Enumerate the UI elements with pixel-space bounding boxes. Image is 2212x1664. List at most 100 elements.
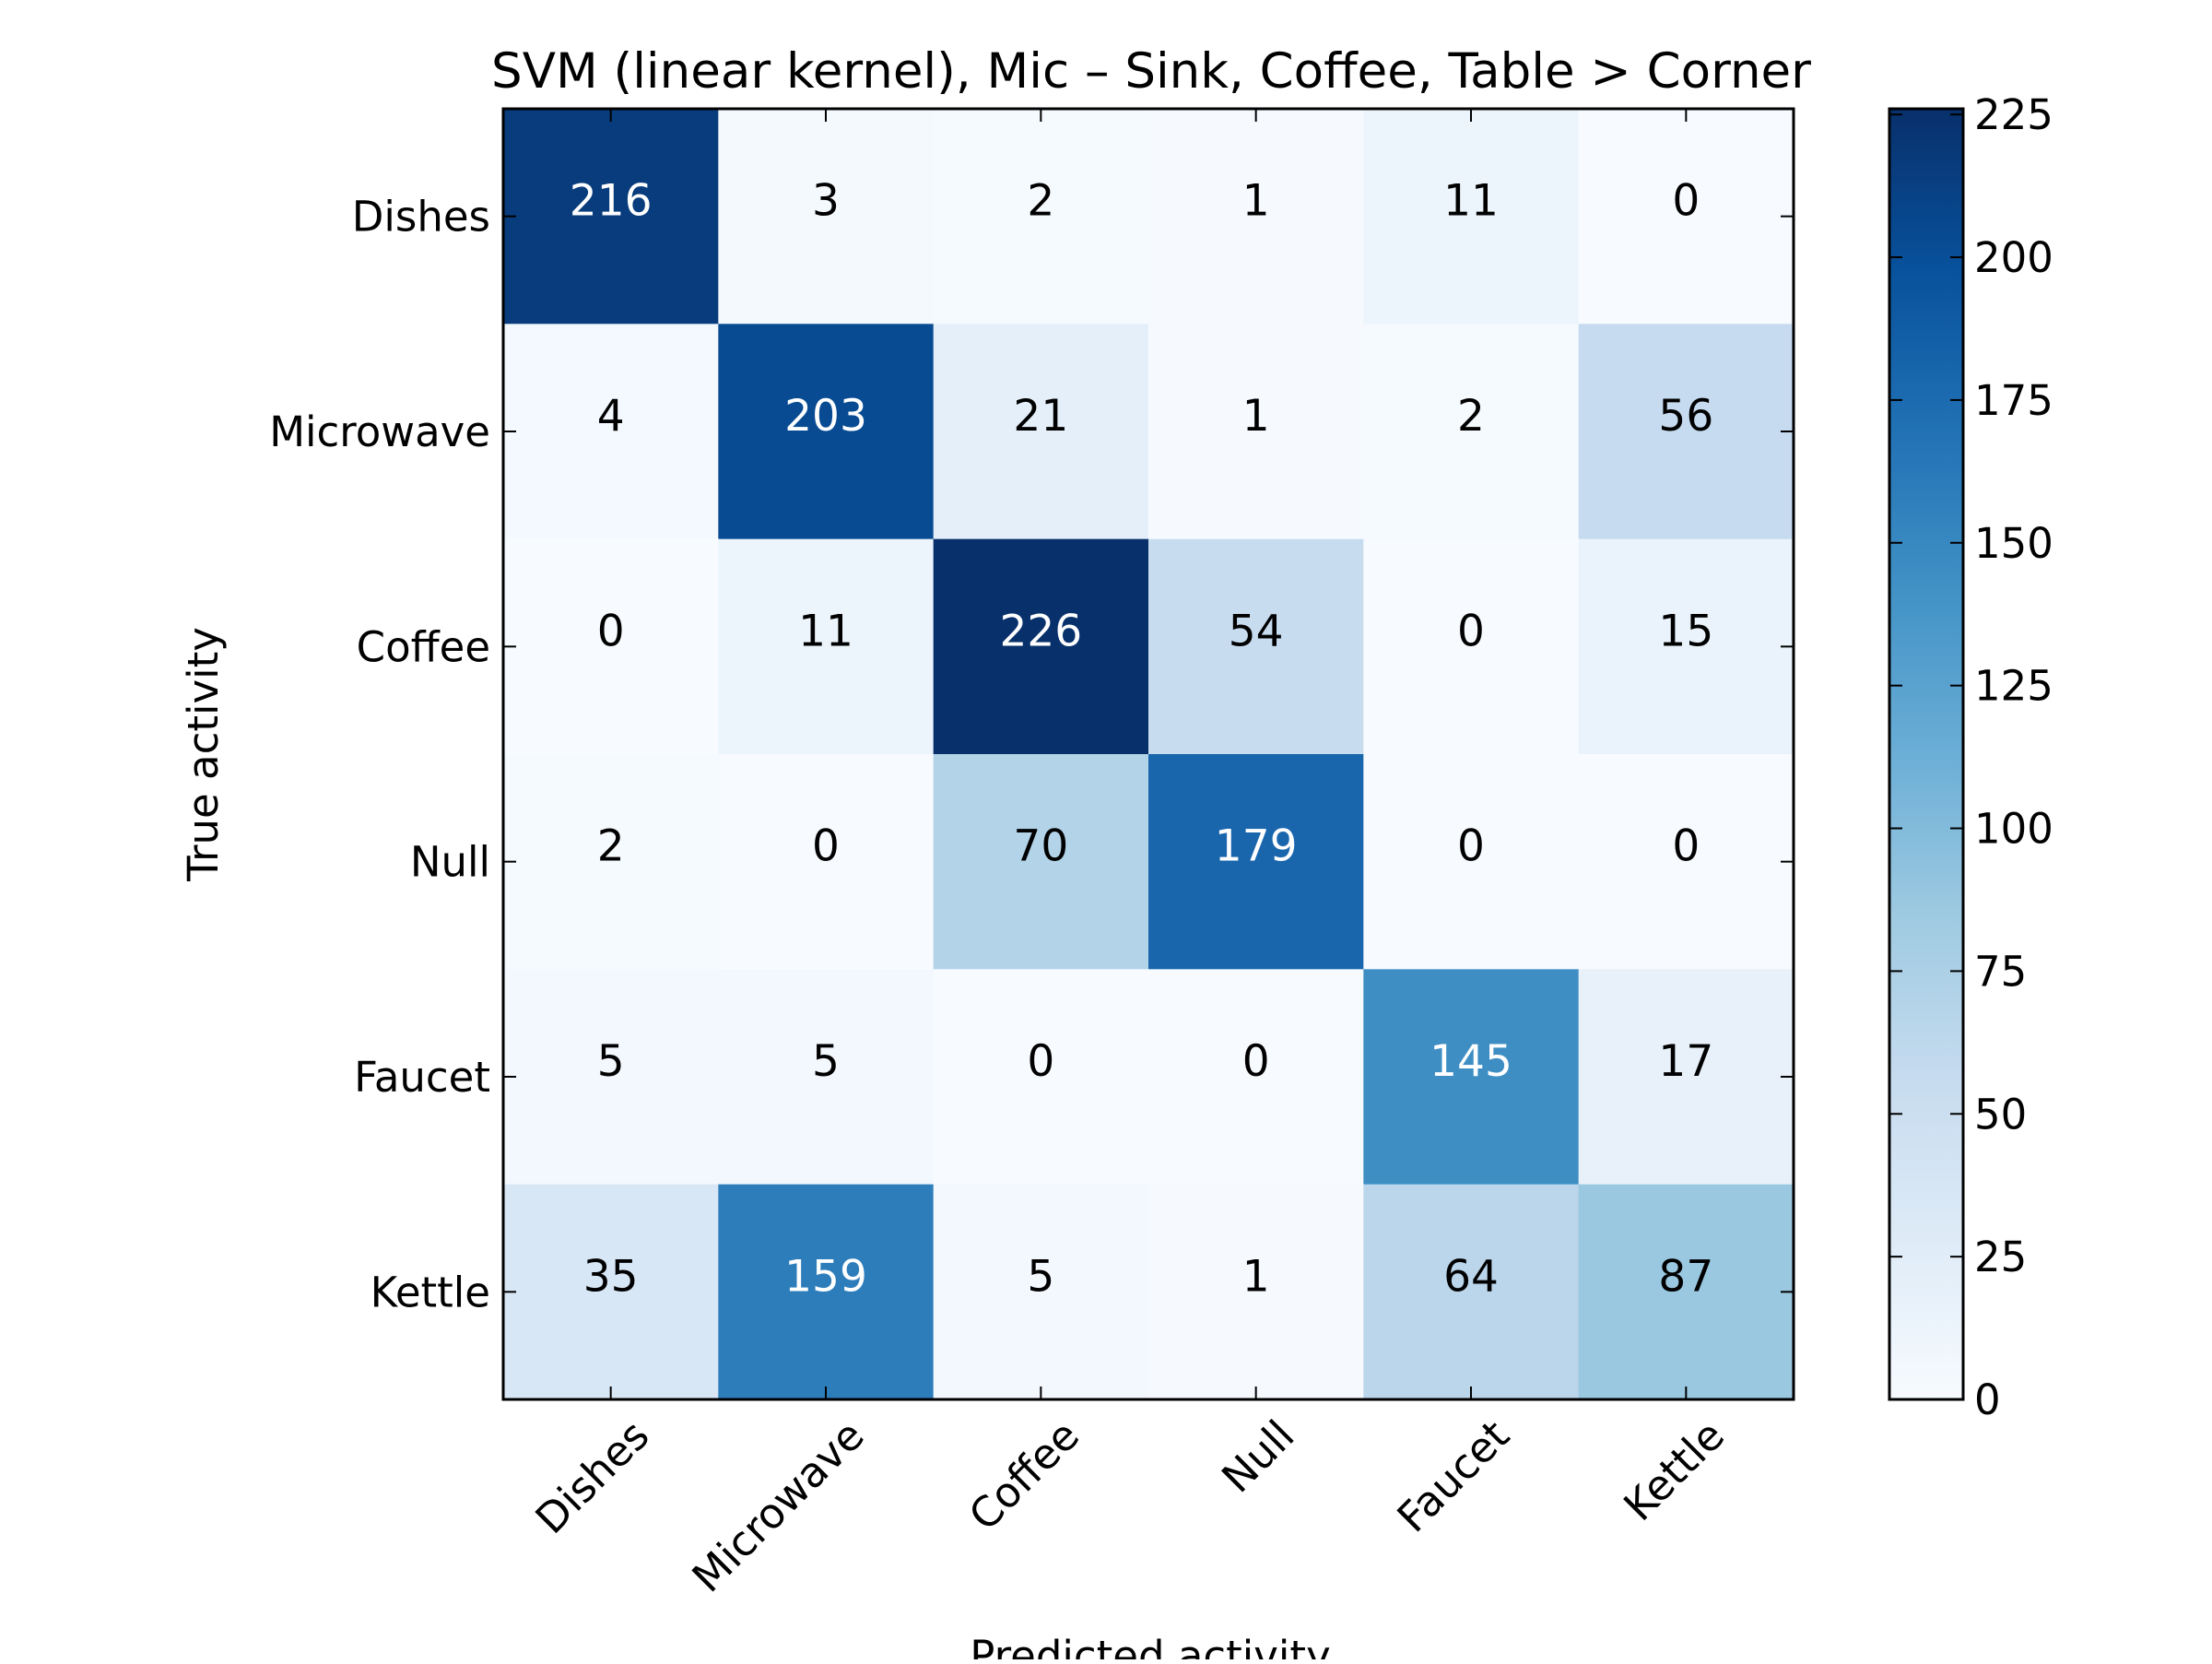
cell-value-label: 0	[1672, 176, 1700, 227]
heatmap-cell	[1363, 538, 1580, 755]
cell-value-label: 179	[1215, 821, 1298, 872]
heatmap-cell	[933, 538, 1149, 755]
cell-annotations: 216 3 2 1 11 04 203 21 1 2 560 11 226 54 0 152 0 70 179 0 05…	[570, 176, 1713, 1303]
cell-value-label: 3	[812, 176, 840, 227]
cell-value-label: 21	[1013, 391, 1068, 442]
x-tick-label: Kettle	[1614, 1410, 1734, 1530]
y-tick-label: Null	[410, 838, 490, 887]
heatmap-cells	[503, 109, 1794, 1400]
heatmap-cell	[933, 1184, 1149, 1400]
cell-value-label: 11	[1443, 176, 1499, 227]
x-tick-label: Coffee	[959, 1410, 1088, 1540]
y-tick-label: Kettle	[371, 1268, 490, 1316]
heatmap-cell	[933, 754, 1149, 970]
x-tick-label: Microwave	[683, 1410, 874, 1601]
heatmap-cell	[718, 324, 935, 540]
heatmap-cell	[1578, 754, 1794, 970]
cell-value-label: 64	[1443, 1251, 1499, 1302]
colorbar-tick-label: 50	[1974, 1090, 2027, 1139]
cell-value-label: 226	[999, 606, 1082, 656]
heatmap-cell	[933, 969, 1149, 1186]
heatmap-cell	[1578, 969, 1794, 1186]
cell-value-label: 1	[1242, 176, 1270, 227]
heatmap-cell	[1578, 324, 1794, 540]
heatmap-cell	[933, 109, 1149, 325]
colorbar-tick-label: 25	[1974, 1233, 2027, 1281]
colorbar-tick-label: 225	[1974, 90, 2053, 139]
y-tick-label: Microwave	[269, 407, 490, 456]
colorbar-tick-label: 150	[1974, 519, 2053, 568]
heatmap-cell	[1148, 754, 1364, 970]
x-axis-label: Predicted activity	[970, 1632, 1330, 1659]
x-tick-label: Dishes	[526, 1410, 659, 1543]
cell-value-label: 54	[1229, 606, 1284, 656]
heatmap-cell	[1148, 109, 1364, 325]
heatmap-cell	[1363, 324, 1580, 540]
heatmap-cell	[1578, 1184, 1794, 1400]
cell-value-label: 145	[1430, 1036, 1512, 1087]
heatmap-cell	[1148, 538, 1364, 755]
y-tick-label: Dishes	[352, 193, 490, 242]
plot-frame	[501, 107, 1795, 1401]
colorbar-tick-label: 200	[1974, 233, 2053, 282]
heatmap-cell	[718, 969, 935, 1186]
y-axis-label: True activity	[179, 627, 228, 882]
heatmap-cell	[1363, 109, 1580, 325]
cell-value-label: 87	[1658, 1251, 1713, 1302]
cell-value-label: 11	[798, 606, 853, 656]
heatmap-cell	[718, 1184, 935, 1400]
cell-value-label: 159	[784, 1251, 867, 1302]
heatmap-cell	[718, 754, 935, 970]
heatmap-cell	[1578, 538, 1794, 755]
heatmap-cell	[1148, 969, 1364, 1186]
cell-value-label: 5	[1027, 1251, 1054, 1302]
cell-value-label: 56	[1658, 391, 1713, 442]
cell-value-label: 1	[1242, 1251, 1270, 1302]
heatmap-cell	[1363, 754, 1580, 970]
colorbar-frame	[1888, 107, 1965, 1401]
cell-value-label: 0	[1457, 606, 1485, 656]
heatmap-cell	[1578, 109, 1794, 325]
cell-value-label: 216	[570, 176, 653, 227]
cell-value-label: 0	[1027, 1036, 1054, 1087]
cell-value-label: 203	[784, 391, 867, 442]
cell-value-label: 0	[1242, 1036, 1270, 1087]
colorbar-tick-label: 0	[1974, 1375, 2001, 1424]
heatmap-cell	[503, 324, 719, 540]
colorbar-tick-label: 100	[1974, 805, 2053, 854]
heatmap-cell	[503, 1184, 719, 1400]
cell-value-label: 70	[1013, 821, 1068, 872]
heatmap-cell	[1148, 1184, 1364, 1400]
cell-value-label: 1	[1242, 391, 1270, 442]
chart-title: SVM (linear kernel), Mic – Sink, Coffee,…	[491, 43, 1811, 100]
cell-value-label: 2	[597, 821, 625, 872]
cell-value-label: 2	[1027, 176, 1054, 227]
cell-value-label: 5	[597, 1036, 625, 1087]
heatmap-cell	[1148, 324, 1364, 540]
colorbar: 0 25 50 75 100 125 150 175 200 225	[1888, 90, 2053, 1424]
colorbar-tick-label: 175	[1974, 376, 2053, 425]
x-tick-label: Null	[1212, 1410, 1303, 1502]
cell-value-label: 15	[1658, 606, 1713, 656]
cell-value-label: 2	[1457, 391, 1485, 442]
cell-value-label: 0	[1672, 821, 1700, 872]
cell-value-label: 17	[1658, 1036, 1713, 1087]
cell-value-label: 0	[597, 606, 625, 656]
cell-value-label: 35	[583, 1251, 639, 1302]
heatmap-cell	[503, 754, 719, 970]
heatmap-cell	[503, 109, 719, 325]
y-tick-label: Faucet	[354, 1053, 490, 1102]
x-tick-label: Faucet	[1388, 1410, 1519, 1541]
colorbar-tick-label: 75	[1974, 947, 2027, 996]
heatmap-cell	[503, 969, 719, 1186]
heatmap-cell	[933, 324, 1149, 540]
colorbar-tick-label: 125	[1974, 662, 2053, 711]
y-tick-label: Coffee	[357, 622, 490, 671]
heatmap-cell	[1363, 1184, 1580, 1400]
heatmap-cell	[1363, 969, 1580, 1186]
heatmap-cell	[718, 109, 935, 325]
cell-value-label: 5	[812, 1036, 840, 1087]
cell-value-label: 0	[1457, 821, 1485, 872]
